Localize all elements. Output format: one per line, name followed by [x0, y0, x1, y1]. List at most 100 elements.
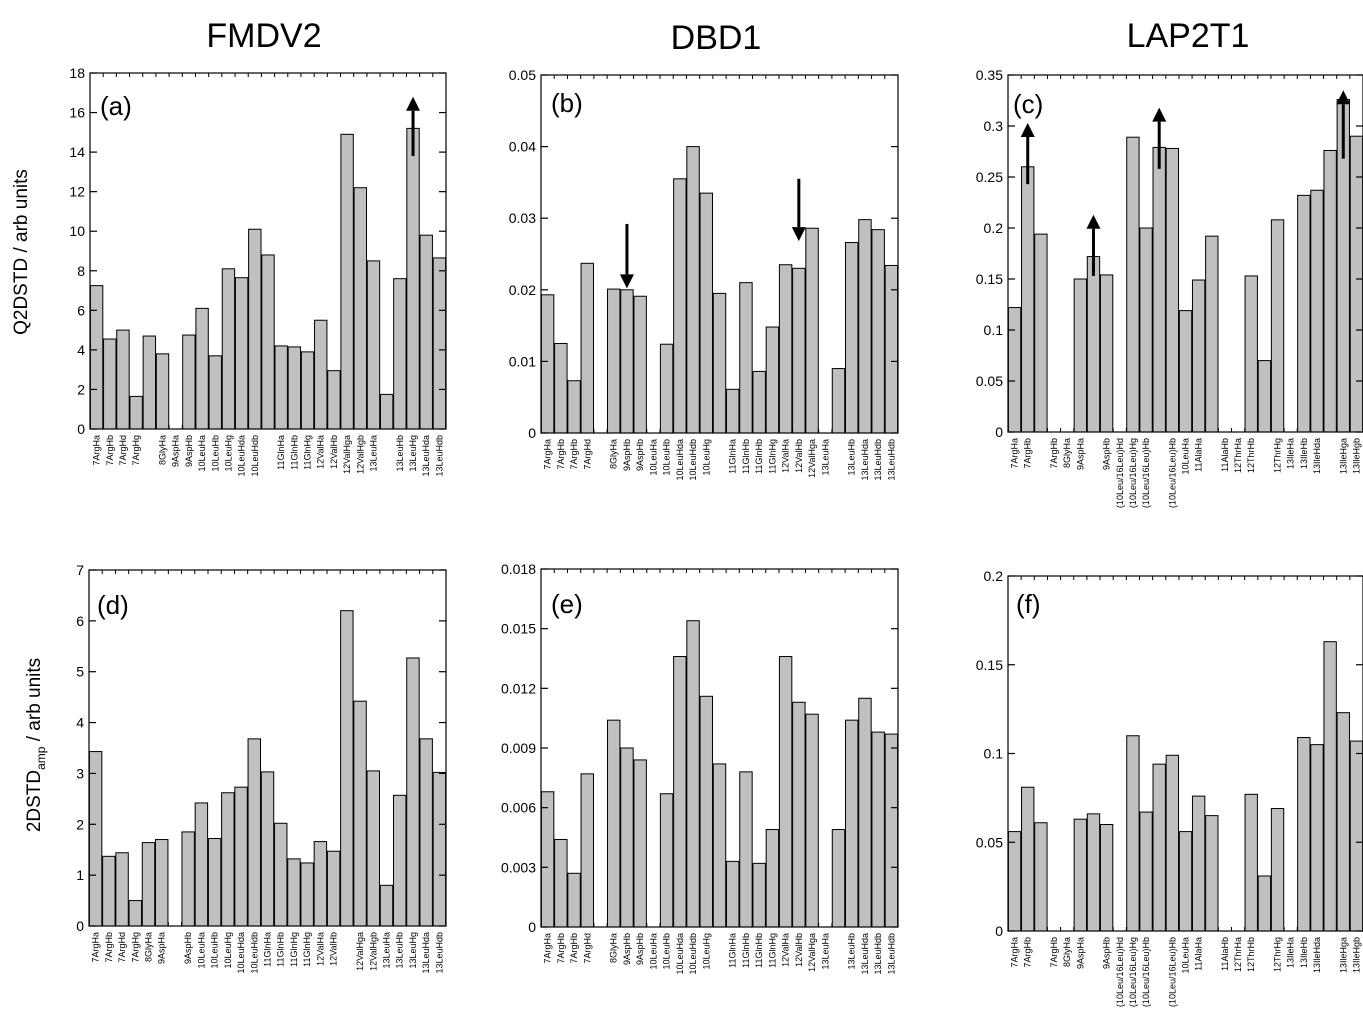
bar-1 [554, 343, 568, 434]
arrow-down-icon [619, 274, 634, 289]
bar-20 [805, 713, 819, 928]
bar-1 [103, 338, 117, 430]
category-label-12valhga: 12ValHga [807, 439, 817, 478]
bar-group [88, 610, 447, 927]
y-tick-label: 3 [76, 765, 84, 781]
category-label-7argha: 7ArgHa [543, 439, 553, 470]
bar-22 [379, 393, 394, 430]
bar-12 [1165, 754, 1180, 932]
bar-1 [554, 838, 568, 928]
category-label-10leuhda: 10LeuHda [236, 932, 246, 974]
category-label-12thrha: 12ThrHa [1233, 438, 1243, 473]
y-tick-label: 0.15 [976, 271, 1003, 287]
y-tick-label: 0 [528, 919, 536, 935]
bar-17 [765, 829, 780, 928]
category-label-7argha: 7ArgHa [1010, 438, 1020, 469]
bar-0 [1007, 831, 1022, 932]
bar-11 [234, 277, 249, 430]
category-label-10leuhda: 10LeuHda [675, 933, 685, 975]
bar-15 [287, 346, 302, 430]
category-label-13ilehga: 13IleHga [1338, 438, 1348, 474]
bar-7 [633, 295, 647, 434]
y-tick-label: 0.05 [976, 373, 1003, 389]
category-label-13leuhdb: 13LeuHdb [873, 439, 883, 481]
bar-26 [1349, 740, 1363, 932]
category-label-7arghg: 7ArgHg [130, 932, 140, 963]
bar-18 [1244, 793, 1258, 932]
bar-20 [353, 700, 367, 927]
category-label-13ilehb: 13IleHb [1299, 937, 1309, 968]
category-label-12valhga: 12ValHga [355, 932, 365, 971]
bar-0 [540, 294, 555, 434]
bar-5 [1073, 818, 1088, 932]
category-label-12valhga: 12ValHga [807, 933, 817, 972]
category-label-7arghb: 7ArgHb [569, 439, 579, 470]
y-tick-label: 0 [995, 923, 1003, 939]
category-label-13leuhb: 13LeuHb [395, 435, 405, 472]
bar-group [540, 620, 899, 928]
category-label-8glyha: 8GlyHa [1062, 438, 1072, 468]
category-label-13leuha: 13LeuHa [369, 435, 379, 472]
bar-7 [1099, 274, 1114, 433]
bar-6 [1086, 256, 1101, 433]
bar-21 [366, 260, 381, 430]
arrow-up-icon [1020, 122, 1035, 137]
category-label-11alaha: 11AlaHa [1194, 438, 1204, 472]
y-ticks: 0 0.01 0.02 0.03 0.04 0.05 [509, 67, 898, 441]
category-label-7arghd: 7ArgHd [582, 439, 592, 470]
bar-2 [115, 852, 129, 927]
bar-9 [659, 343, 674, 434]
category-label-7arghb: 7ArgHb [1049, 438, 1059, 469]
bar-17 [765, 326, 780, 434]
y-tick-label: 0.03 [509, 210, 536, 226]
bar-0 [88, 751, 103, 927]
bar-8 [194, 802, 209, 927]
category-label-13leuhda: 13LeuHda [421, 932, 431, 974]
category-label-11glnhg: 11GlnHg [767, 933, 777, 968]
bar-25 [419, 234, 433, 430]
category-label-13ilehda: 13IleHda [1312, 937, 1322, 973]
y-tick-label: 0.15 [976, 657, 1003, 673]
panel-label: (d) [97, 590, 129, 620]
bar-23 [845, 719, 859, 928]
category-label-13ilehgb: 13IleHgb [1351, 937, 1361, 973]
category-label-12thrhb: 12ThrHb [1246, 937, 1256, 972]
minor-ticks [540, 569, 899, 927]
bar-6 [620, 289, 634, 434]
bar-15 [739, 771, 753, 928]
bar-3 [580, 262, 594, 434]
bar-23 [393, 794, 407, 927]
category-label-13leuha: 13LeuHa [382, 932, 392, 969]
category-label-13leuhdb: 13LeuHdb [434, 932, 444, 974]
category-label-13ileha: 13IleHa [1286, 937, 1296, 968]
category-label-10leu-16leu-hb: (10Leu/16Leu)Hb [1141, 438, 1151, 508]
y-tick-label: 0.009 [501, 740, 536, 756]
category-label-10leuhdb: 10LeuHdb [249, 932, 259, 974]
bar-22 [831, 368, 846, 434]
category-labels: 7ArgHa 7ArgHb 7ArgHd 7ArgHg 8GlyHa 9AspHa 9Asp… [92, 435, 445, 477]
bar-2 [1034, 822, 1048, 932]
column-title-dbd1: DBD1 [671, 19, 762, 57]
arrow-up-icon [1086, 214, 1101, 229]
bar-25 [419, 738, 433, 927]
y-tick-label: 0.018 [501, 561, 536, 577]
bar-9 [1126, 136, 1140, 433]
category-label-11glnha: 11GlnHa [728, 439, 738, 474]
y-tick-label: 4 [76, 715, 84, 731]
y-tick-label: 5 [76, 664, 84, 680]
category-label-8glyha: 8GlyHa [144, 932, 154, 962]
bar-23 [1310, 189, 1324, 433]
bar-20 [353, 187, 367, 430]
y-tick-label: 0.015 [501, 621, 536, 637]
category-label-12valhb: 12ValHb [329, 932, 339, 966]
bar-2 [567, 872, 581, 928]
category-label-12valhgb: 12ValHgb [355, 435, 365, 474]
category-label-9asphb: 9AspHb [183, 932, 193, 964]
category-label-10leuha: 10LeuHa [1181, 937, 1191, 974]
bar-14 [726, 860, 740, 928]
category-labels: 7ArgHa 7ArgHb 7ArgHb 7ArgHd 8GlyHa 9AspHb 9Asp… [543, 933, 897, 975]
panel-label: (b) [551, 88, 583, 118]
bar-11 [686, 620, 700, 928]
